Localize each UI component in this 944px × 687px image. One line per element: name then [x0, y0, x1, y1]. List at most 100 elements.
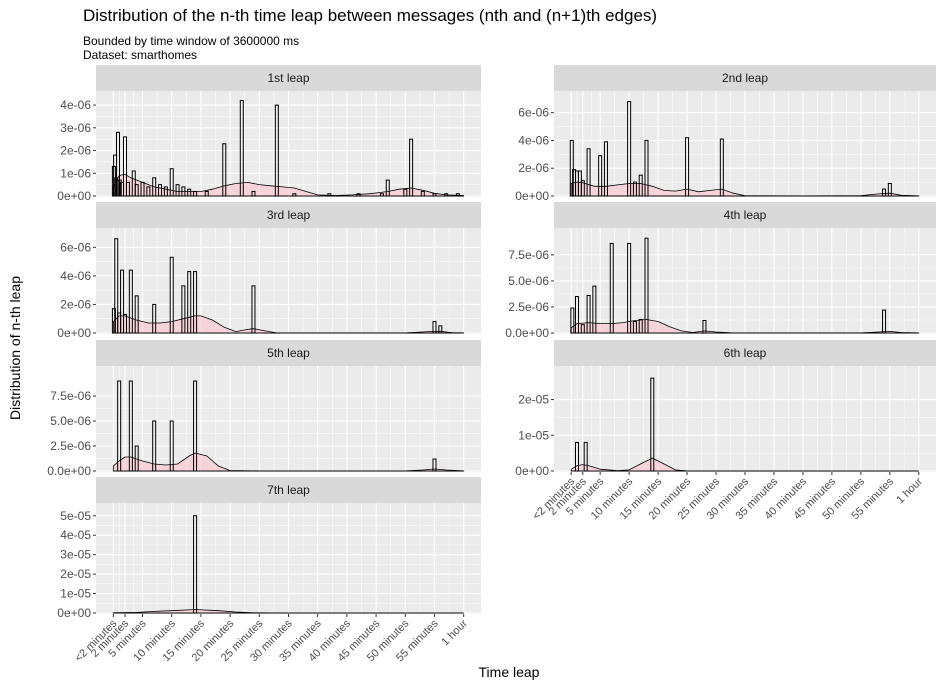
- histogram-bar: [181, 186, 186, 197]
- histogram-bar: [385, 179, 390, 197]
- density-curve: [112, 173, 465, 197]
- histogram-bar: [134, 295, 139, 334]
- y-tick-label: 4e-05: [60, 528, 91, 542]
- y-tick-label: 3e-05: [60, 548, 91, 562]
- facet-panel-7: 7th leap0e+001e-052e-053e-054e-055e-05<2…: [57, 477, 481, 664]
- y-tick-label: 0e+00: [57, 326, 91, 340]
- histogram-bar: [327, 193, 332, 197]
- histogram-bar: [123, 313, 128, 334]
- facet-panel-2: 2nd leap 0e+00 2e-06 4e-06 6e-06: [515, 65, 936, 203]
- histogram-bar: [169, 168, 174, 197]
- histogram-bar: [239, 100, 244, 197]
- histogram-bar: [187, 271, 192, 334]
- histogram-bar: [570, 307, 575, 334]
- histogram-bar: [627, 242, 632, 334]
- y-tick-label: 2.5e-06: [50, 439, 91, 453]
- facet-strip-label: 6th leap: [724, 346, 767, 360]
- histogram-bar: [650, 377, 655, 472]
- y-tick-label: 0.0e+00: [505, 326, 549, 340]
- histogram-bar: [580, 324, 585, 334]
- y-tick-label: 7.5e-06: [508, 248, 549, 262]
- histogram-bar: [409, 138, 414, 197]
- facet-strip: [96, 202, 481, 228]
- y-tick-label: 2e-06: [60, 297, 91, 311]
- histogram-bar: [592, 285, 597, 334]
- facet-strip: [554, 65, 936, 91]
- y-tick-label: 0e+00: [515, 189, 549, 203]
- histogram-bar: [123, 136, 128, 197]
- histogram-bar: [181, 285, 186, 334]
- histogram-bar: [574, 296, 579, 334]
- histogram-bar: [251, 190, 256, 197]
- density-curve: [112, 452, 465, 472]
- histogram-bar: [569, 139, 574, 197]
- y-tick-label: 5.0e-06: [50, 414, 91, 428]
- histogram-bar: [356, 193, 361, 197]
- histogram-bar: [719, 138, 724, 197]
- y-tick-label: 5e-05: [60, 509, 91, 523]
- histogram-bar: [169, 256, 174, 334]
- histogram-bar: [120, 269, 125, 334]
- y-tick-label: 2e-06: [60, 144, 91, 158]
- histogram-bar: [169, 420, 174, 472]
- y-tick-label: 1e-05: [518, 428, 549, 442]
- facet-strip: [96, 477, 481, 503]
- histogram-bar: [627, 101, 632, 197]
- histogram-bar: [632, 181, 637, 197]
- histogram-bar: [438, 325, 443, 334]
- histogram-bar: [638, 174, 643, 197]
- histogram-bar: [882, 309, 887, 334]
- y-tick-label: 0e+00: [57, 189, 91, 203]
- histogram-bar: [204, 190, 209, 197]
- histogram-bar: [131, 170, 136, 197]
- histogram-bar: [632, 321, 637, 334]
- histogram-bar: [644, 139, 649, 197]
- histogram-bar: [292, 193, 297, 197]
- y-axis-title: Distribution of n-th leap: [7, 276, 23, 420]
- histogram-bar: [175, 184, 180, 197]
- chart-subtitle-dataset: Dataset: smarthomes: [83, 48, 198, 62]
- y-tick-label: 6e-06: [518, 106, 549, 120]
- density-curve: [112, 315, 465, 334]
- y-tick-label: 4e-06: [60, 269, 91, 283]
- histogram-bar: [187, 188, 192, 197]
- y-tick-label: 2e-06: [518, 161, 549, 175]
- histogram-bar: [574, 441, 579, 472]
- x-axis-title: Time leap: [479, 664, 540, 680]
- histogram-bar: [702, 320, 707, 334]
- histogram-bar: [583, 441, 588, 472]
- facet-strip-label: 7th leap: [267, 483, 310, 497]
- histogram-bar: [251, 285, 256, 334]
- y-tick-label: 2e-05: [518, 393, 549, 407]
- facet-panel-5: 5th leap 0.0e+00 2.5e-06 5.0e-06 7.5e-06: [47, 340, 481, 478]
- y-tick-label: 2e-05: [60, 567, 91, 581]
- histogram-bar: [193, 380, 198, 472]
- facet-strip: [96, 340, 481, 366]
- histogram-bar: [586, 148, 591, 197]
- histogram-bar: [152, 177, 157, 197]
- histogram-bar: [444, 193, 449, 197]
- x-tick-label: 1 hour: [894, 475, 925, 506]
- histogram-bar: [403, 188, 408, 197]
- y-tick-label: 1e-06: [60, 166, 91, 180]
- histogram-bar: [638, 318, 643, 334]
- facet-strip-label: 1st leap: [267, 71, 309, 85]
- facet-strip-label: 5th leap: [267, 346, 310, 360]
- histogram-bar: [644, 237, 649, 334]
- histogram-bar: [117, 380, 122, 472]
- y-tick-label: 7.5e-06: [50, 389, 91, 403]
- histogram-bar: [609, 242, 614, 334]
- facet-strip-label: 3rd leap: [267, 208, 311, 222]
- histogram-bar: [125, 181, 130, 197]
- y-tick-label: 6e-06: [60, 240, 91, 254]
- histogram-bar: [114, 238, 119, 334]
- y-tick-label: 4e-06: [60, 98, 91, 112]
- histogram-bar: [222, 143, 227, 197]
- histogram-bar: [193, 190, 198, 197]
- histogram-bar: [586, 295, 591, 334]
- histogram-bar: [193, 271, 198, 334]
- histogram-bar: [598, 155, 603, 197]
- histogram-bar: [152, 303, 157, 334]
- histogram-bar: [379, 193, 384, 197]
